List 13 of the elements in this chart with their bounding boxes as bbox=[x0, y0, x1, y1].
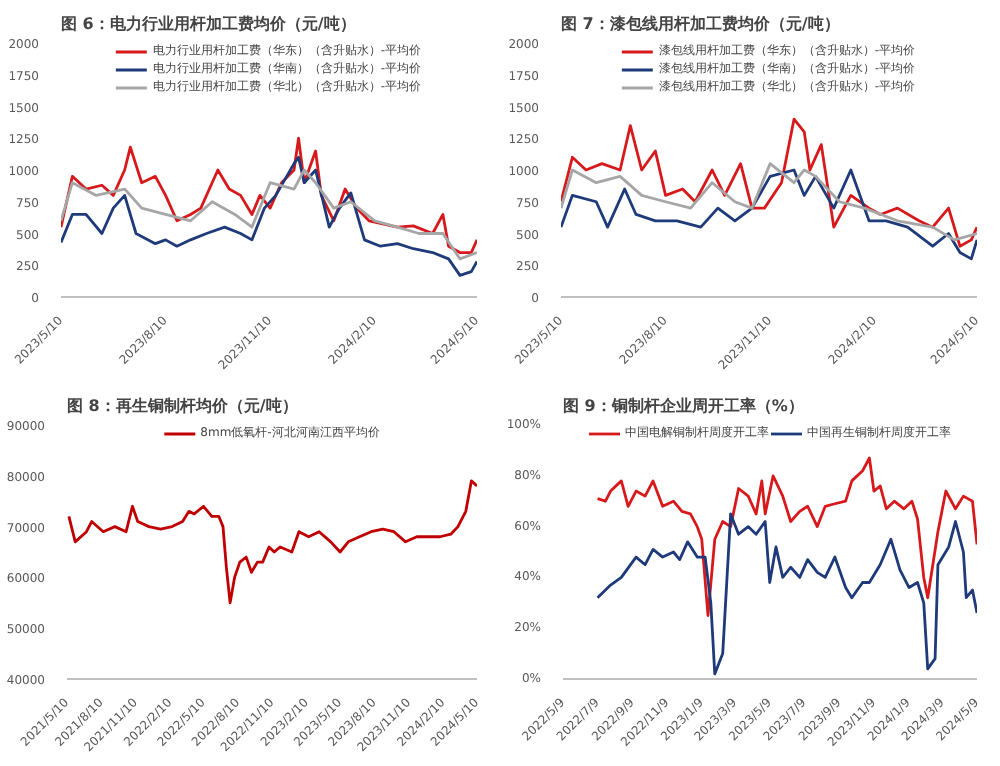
line-series bbox=[596, 512, 977, 676]
line-series bbox=[561, 168, 977, 261]
line-series bbox=[61, 155, 477, 277]
chart-title: 图 9：铜制杆企业周开工率（%） bbox=[563, 395, 804, 415]
line-series bbox=[61, 136, 477, 254]
chart-title: 图 7：漆包线用杆加工费均价（元/吨） bbox=[561, 15, 840, 33]
line-series bbox=[596, 456, 977, 617]
line-series bbox=[67, 479, 477, 605]
chart-title: 图 6：电力行业用杆加工费均价（元/吨） bbox=[61, 15, 356, 33]
line-series bbox=[561, 117, 977, 248]
line-series bbox=[61, 168, 477, 261]
chart-title: 图 8：再生铜制杆均价（元/吨） bbox=[67, 397, 298, 415]
line-series bbox=[561, 162, 977, 242]
